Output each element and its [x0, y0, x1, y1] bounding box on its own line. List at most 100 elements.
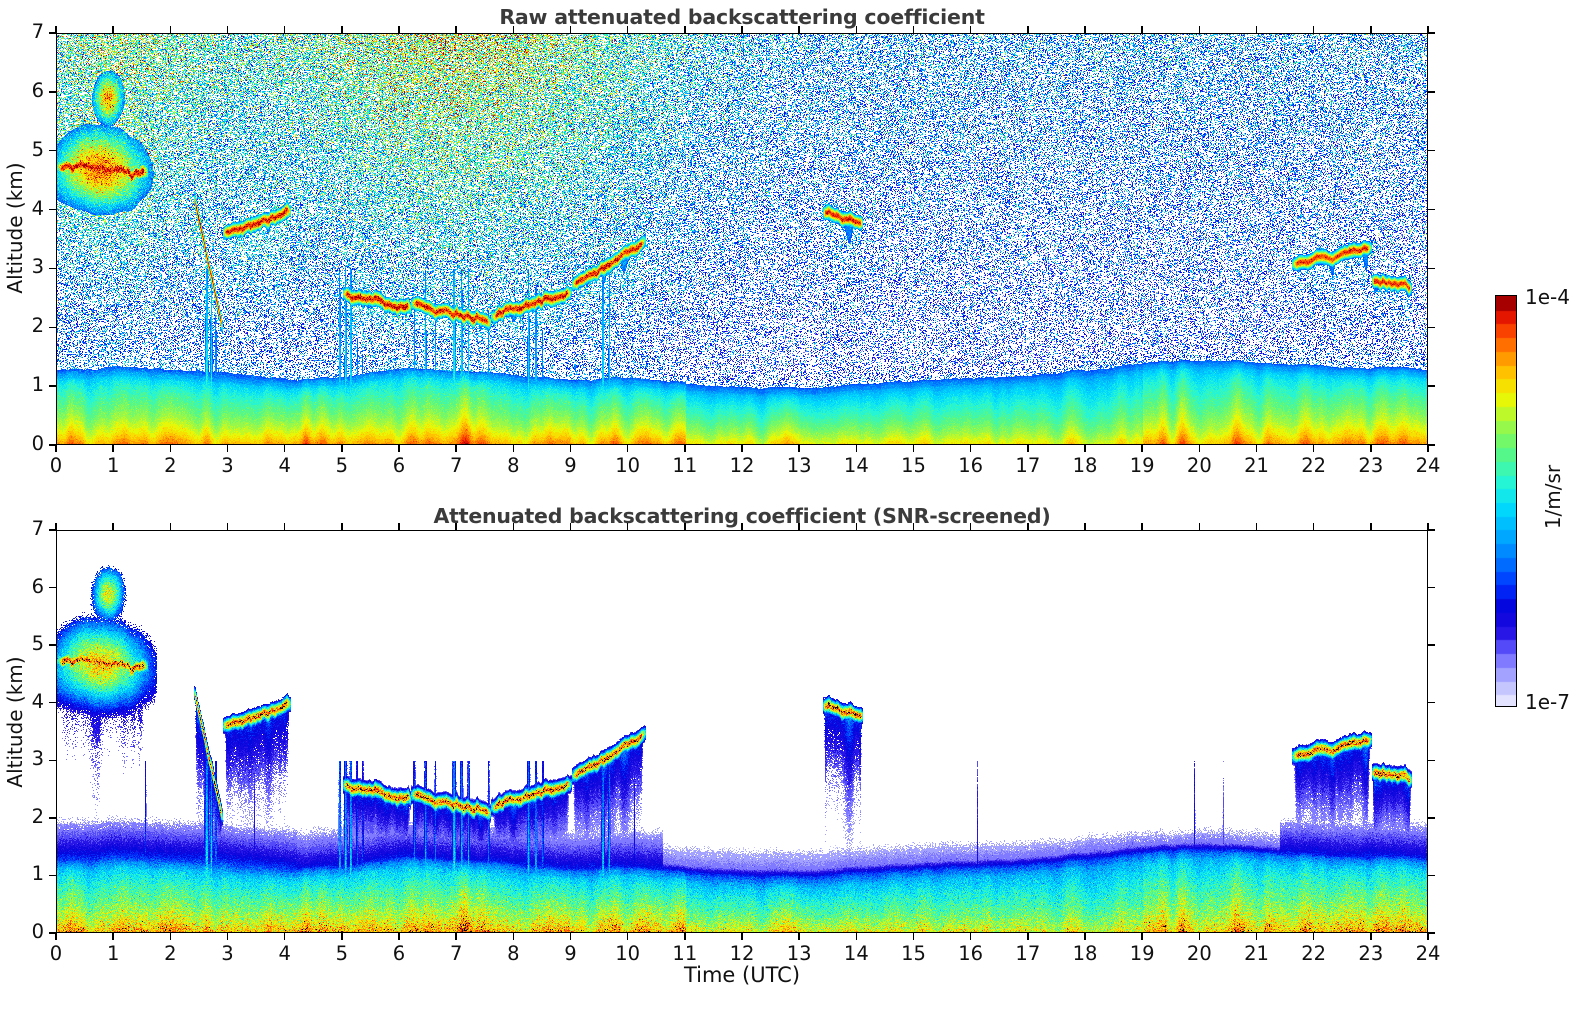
x-tick-screened-18: [1084, 933, 1086, 940]
y-tick-screened-7: [49, 529, 56, 531]
colorbar: 1e-4 1e-7 1/m/sr: [1495, 285, 1595, 720]
x-tick-raw-21: [1255, 445, 1258, 452]
y-tick-right-screened-0: [1428, 932, 1435, 934]
x-tick-raw-19: [1141, 445, 1143, 452]
colorbar-min-label: 1e-7: [1525, 690, 1570, 714]
x-tick-top-raw-20: [1198, 26, 1201, 33]
y-tick-label-screened-7: 7: [31, 517, 44, 540]
x-tick-raw-23: [1370, 445, 1372, 452]
x-tick-top-screened-0: [55, 523, 57, 530]
x-tick-top-screened-17: [1027, 523, 1029, 530]
x-tick-raw-16: [969, 445, 972, 452]
x-tick-screened-0: [55, 933, 57, 940]
x-tick-raw-6: [398, 445, 400, 452]
x-tick-label-raw-16: 16: [958, 454, 984, 477]
y-tick-screened-0: [49, 932, 56, 934]
x-tick-top-raw-18: [1084, 26, 1086, 33]
x-tick-top-screened-6: [398, 523, 400, 530]
x-tick-label-screened-21: 21: [1244, 942, 1269, 965]
x-tick-label-raw-20: 20: [1186, 454, 1212, 477]
y-tick-right-screened-2: [1428, 817, 1435, 819]
x-tick-top-raw-8: [512, 26, 515, 33]
x-tick-top-raw-7: [455, 26, 457, 33]
x-tick-screened-21: [1255, 933, 1258, 940]
x-tick-screened-23: [1370, 933, 1372, 940]
x-tick-top-raw-13: [798, 26, 800, 33]
x-tick-raw-11: [684, 445, 686, 452]
panel-raw-plot-area: [56, 33, 1428, 445]
panel-screened-plot-area: [56, 530, 1428, 933]
x-tick-screened-22: [1312, 933, 1315, 940]
x-tick-top-raw-15: [912, 26, 915, 33]
y-tick-right-raw-5: [1428, 150, 1435, 152]
y-tick-screened-6: [49, 586, 56, 589]
x-tick-screened-11: [684, 933, 686, 940]
y-tick-label-raw-4: 4: [31, 196, 44, 220]
y-tick-label-screened-6: 6: [31, 574, 44, 598]
x-tick-raw-20: [1198, 445, 1201, 452]
x-tick-top-screened-9: [569, 523, 572, 530]
x-tick-raw-17: [1027, 445, 1029, 452]
x-tick-label-screened-9: 9: [564, 942, 577, 965]
x-tick-top-screened-5: [341, 523, 343, 530]
y-tick-raw-5: [49, 150, 56, 152]
x-tick-screened-14: [855, 933, 858, 940]
x-tick-top-raw-1: [112, 26, 114, 33]
y-tick-right-raw-6: [1428, 91, 1435, 93]
x-tick-label-raw-22: 22: [1301, 454, 1327, 477]
x-tick-screened-15: [912, 933, 915, 940]
x-tick-label-screened-15: 15: [901, 942, 926, 965]
x-tick-top-screened-8: [512, 523, 515, 530]
x-tick-top-raw-3: [226, 26, 229, 33]
x-tick-label-screened-17: 17: [1015, 942, 1041, 965]
x-tick-top-screened-11: [684, 523, 686, 530]
panel-raw: Raw attenuated backscattering coefficien…: [0, 0, 1595, 500]
y-tick-label-raw-5: 5: [31, 137, 44, 161]
y-tick-raw-0: [49, 444, 56, 446]
colorbar-gradient: [1495, 295, 1517, 707]
y-tick-right-screened-7: [1428, 529, 1435, 531]
x-tick-label-raw-1: 1: [106, 454, 120, 477]
x-tick-label-screened-14: 14: [843, 942, 869, 965]
y-tick-right-raw-3: [1428, 267, 1435, 270]
x-tick-top-screened-21: [1255, 523, 1258, 530]
x-tick-label-screened-19: 19: [1129, 942, 1155, 965]
y-tick-label-raw-0: 0: [31, 432, 44, 455]
x-tick-raw-2: [169, 445, 172, 452]
y-tick-screened-5: [49, 644, 56, 646]
y-tick-raw-7: [49, 32, 56, 34]
x-tick-label-raw-4: 4: [278, 454, 291, 477]
y-tick-right-screened-6: [1428, 586, 1435, 589]
x-tick-label-raw-19: 19: [1129, 454, 1155, 477]
y-tick-screened-3: [49, 759, 56, 761]
colorbar-max-label: 1e-4: [1525, 285, 1570, 309]
x-tick-label-raw-8: 8: [507, 454, 520, 477]
y-tick-label-screened-0: 0: [31, 920, 44, 943]
x-tick-raw-0: [55, 445, 57, 452]
x-tick-raw-5: [341, 445, 343, 452]
y-tick-right-screened-3: [1428, 759, 1435, 761]
x-tick-top-screened-20: [1198, 523, 1201, 530]
x-tick-label-raw-12: 12: [729, 454, 755, 477]
panel-raw-title: Raw attenuated backscattering coefficien…: [499, 5, 985, 29]
x-tick-top-screened-18: [1084, 523, 1086, 530]
x-tick-top-screened-22: [1312, 523, 1315, 530]
x-tick-label-raw-11: 11: [672, 454, 698, 477]
x-tick-top-screened-15: [912, 523, 915, 530]
x-tick-top-raw-21: [1255, 26, 1258, 33]
x-tick-label-raw-5: 5: [335, 454, 349, 477]
x-tick-screened-17: [1027, 933, 1029, 940]
x-tick-label-screened-10: 10: [615, 942, 641, 965]
x-tick-label-raw-0: 0: [49, 454, 63, 477]
x-tick-label-screened-13: 13: [786, 942, 812, 965]
x-tick-raw-3: [226, 445, 229, 452]
x-tick-screened-2: [169, 933, 172, 940]
y-tick-right-raw-0: [1428, 444, 1435, 446]
y-tick-label-screened-2: 2: [31, 804, 44, 828]
y-tick-right-raw-4: [1428, 208, 1435, 211]
y-tick-label-raw-1: 1: [31, 373, 44, 397]
x-tick-top-screened-7: [455, 523, 457, 530]
x-tick-raw-12: [741, 445, 743, 452]
x-tick-label-raw-15: 15: [901, 454, 926, 477]
y-tick-raw-1: [49, 385, 56, 387]
